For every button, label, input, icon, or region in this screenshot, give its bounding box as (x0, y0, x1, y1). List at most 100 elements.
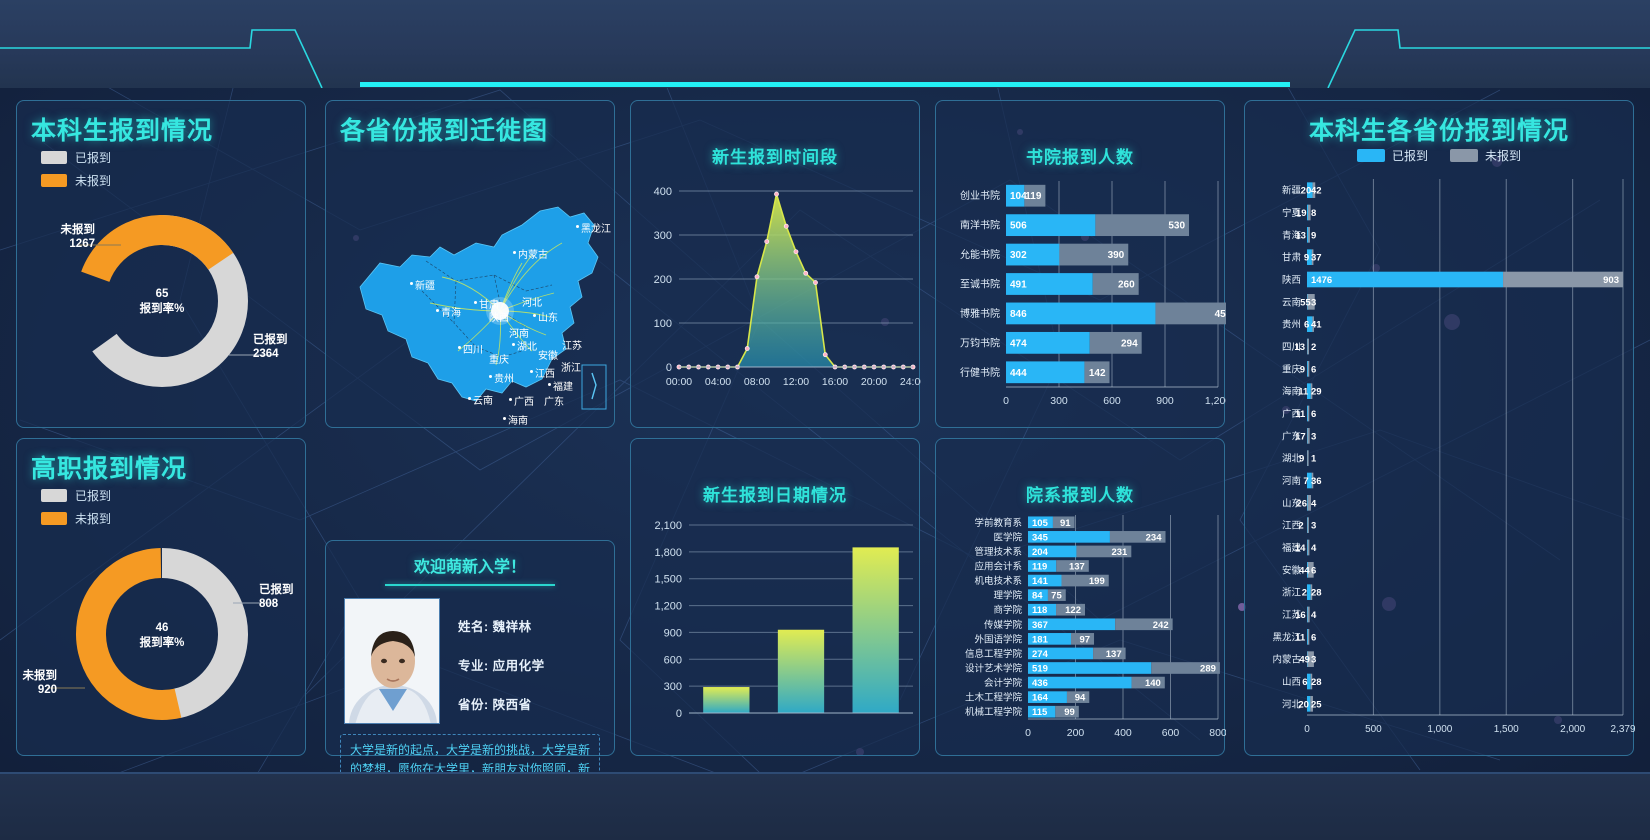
svg-text:900: 900 (664, 627, 682, 639)
svg-text:436: 436 (1032, 678, 1048, 689)
panel-title-province: 本科生各省份报到情况 (1308, 117, 1569, 145)
svg-text:0: 0 (1025, 727, 1031, 739)
svg-text:贵州: 贵州 (1282, 319, 1301, 331)
svg-text:11: 11 (1295, 409, 1306, 420)
legend-label-registered: 已报到 (1391, 149, 1428, 163)
svg-text:学前教育系: 学前教育系 (974, 517, 1022, 529)
svg-text:16: 16 (1295, 610, 1306, 621)
svg-text:1,500: 1,500 (654, 574, 682, 586)
svg-text:900: 900 (1156, 395, 1174, 407)
svg-text:医学院: 医学院 (993, 531, 1022, 543)
svg-text:3: 3 (1311, 297, 1316, 308)
panel-title-arrival-time: 新生报到时间段 (712, 148, 838, 167)
panel-arrival-date: 新生报到日期情况 0 300 600 900 1,200 1,500 1,800 2,100 (630, 438, 920, 756)
legend-vocational: 已报到 未报到 (41, 487, 111, 533)
china-migration-map[interactable]: 新疆 内蒙古 黑龙江 青海 甘肃 河北 山东 陕西 河南 四川 重庆 湖北 安徽… (326, 151, 616, 427)
legend-label-unregistered: 未报到 (1485, 149, 1522, 163)
svg-text:345: 345 (1032, 532, 1049, 543)
svg-text:4: 4 (1311, 543, 1317, 554)
map-dot (468, 397, 471, 400)
svg-text:1,200: 1,200 (654, 601, 682, 613)
legend-swatch-unregistered (41, 512, 67, 525)
donut-chart-undergrad[interactable]: 未报到 1267 已报到 2364 65 报到率% (17, 183, 307, 413)
svg-text:200: 200 (654, 274, 672, 286)
map-label-heilongjiang: 黑龙江 (581, 224, 611, 235)
map-label-hebei: 河北 (522, 298, 542, 309)
map-label-yunnan: 云南 (473, 396, 493, 407)
map-dot (503, 417, 506, 420)
svg-text:100: 100 (654, 318, 672, 330)
svg-text:新疆: 新疆 (1282, 185, 1302, 197)
svg-text:122: 122 (1065, 605, 1081, 616)
svg-text:广西: 广西 (1282, 408, 1301, 420)
svg-text:55: 55 (1300, 297, 1311, 308)
svg-text:200: 200 (1067, 727, 1085, 739)
bar-chart-arrival-date[interactable]: 0 300 600 900 1,200 1,500 1,800 2,100 (631, 513, 921, 745)
legend-item: 未报到 (1450, 147, 1521, 164)
svg-text:0: 0 (666, 362, 672, 374)
svg-text:105: 105 (1032, 518, 1049, 529)
svg-text:2,100: 2,100 (654, 520, 682, 532)
svg-text:外国语学院: 外国语学院 (974, 633, 1022, 645)
map-label-gansu: 甘肃 (479, 300, 499, 311)
svg-text:信息工程学院: 信息工程学院 (965, 648, 1023, 660)
svg-text:491: 491 (1010, 280, 1027, 291)
svg-text:231: 231 (1111, 547, 1128, 558)
svg-text:9: 9 (1311, 230, 1316, 241)
map-label-shandong: 山东 (538, 313, 558, 324)
svg-text:设计艺术学院: 设计艺术学院 (965, 663, 1023, 675)
svg-text:84: 84 (1032, 591, 1043, 602)
svg-text:海南: 海南 (1282, 386, 1301, 398)
svg-text:41: 41 (1311, 320, 1322, 331)
svg-text:17: 17 (1295, 431, 1306, 442)
legend-item: 已报到 (41, 149, 111, 166)
map-label-anhui: 安徽 (538, 351, 558, 362)
svg-text:0: 0 (1304, 724, 1310, 735)
svg-text:9: 9 (1304, 253, 1309, 264)
svg-text:506: 506 (1010, 221, 1027, 232)
svg-text:1: 1 (1311, 454, 1317, 465)
svg-text:河南: 河南 (1282, 475, 1301, 487)
bar-chart-department[interactable]: 0 200 400 600 800 学前教育系 105 91 医学院 345 234 管理技术系 204… (936, 511, 1226, 749)
map-dot (530, 370, 533, 373)
svg-text:重庆: 重庆 (1282, 363, 1302, 375)
svg-text:福建: 福建 (1282, 542, 1302, 554)
map-dot (410, 282, 413, 285)
svg-text:0: 0 (1003, 395, 1009, 407)
svg-text:湖北: 湖北 (1282, 454, 1302, 465)
svg-text:南洋书院: 南洋书院 (960, 219, 1000, 232)
dashboard-header (0, 0, 1650, 88)
svg-text:6: 6 (1311, 364, 1316, 375)
svg-text:91: 91 (1060, 518, 1071, 529)
svg-text:500: 500 (1365, 724, 1382, 735)
svg-text:400: 400 (1114, 727, 1132, 739)
svg-text:104: 104 (1010, 191, 1027, 202)
legend-item: 未报到 (41, 172, 111, 189)
map-label-guizhou: 贵州 (494, 374, 514, 385)
student-photo (344, 598, 440, 724)
svg-text:传媒学院: 传媒学院 (984, 619, 1023, 631)
footer-divider (0, 772, 1650, 774)
svg-text:万钧书院: 万钧书院 (960, 336, 1000, 349)
svg-text:474: 474 (1010, 338, 1027, 349)
svg-text:00:00: 00:00 (666, 376, 692, 388)
panel-arrival-time: 新生报到时间段 0 100 200 300 400 00:00 04:00 08:00 12:0… (630, 100, 921, 428)
donut-chart-vocational[interactable]: 未报到 920 已报到 808 46 报到率% (17, 521, 307, 746)
panel-title-undergrad: 本科生报到情况 (31, 117, 214, 145)
svg-text:137: 137 (1069, 562, 1085, 573)
svg-text:234: 234 (1146, 532, 1163, 543)
donut-callout-unregistered: 未报到 920 (22, 670, 58, 697)
line-chart-arrival-time[interactable]: 0 100 200 300 400 00:00 04:00 08:00 12:00 16:00 20… (631, 177, 921, 417)
legend-label-unregistered: 未报到 (75, 174, 112, 188)
panel-title-department: 院系报到人数 (1026, 486, 1134, 505)
svg-text:13: 13 (1295, 230, 1306, 241)
map-dot (513, 251, 516, 254)
svg-text:管理技术系: 管理技术系 (974, 546, 1022, 558)
student-field-major: 专业: 应用化学 (458, 658, 545, 673)
svg-text:3: 3 (1311, 521, 1316, 532)
panel-department-counts: 院系报到人数 0 200 400 600 800 学前教育系 105 91 医学院 345 234 管… (935, 438, 1226, 756)
svg-text:2,000: 2,000 (1560, 724, 1585, 735)
